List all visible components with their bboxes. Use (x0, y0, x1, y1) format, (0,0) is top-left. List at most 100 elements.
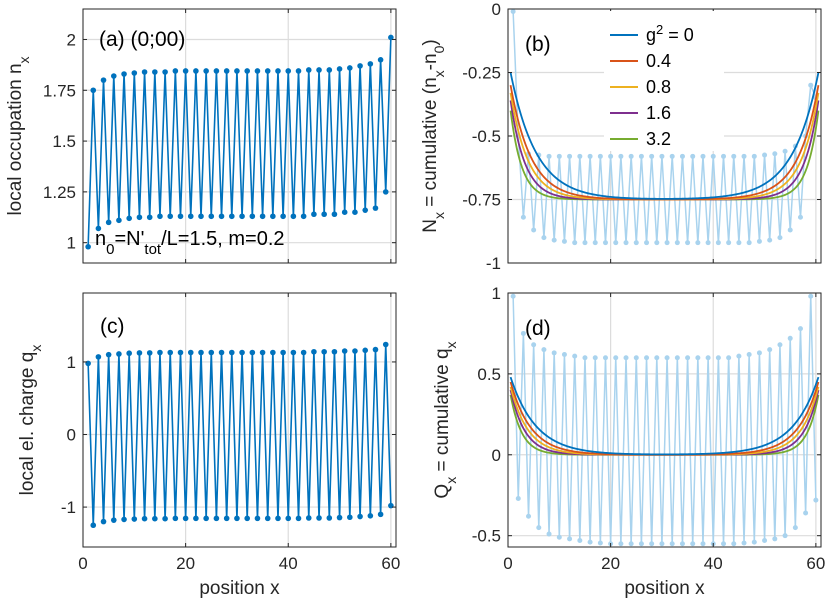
background-point (556, 534, 562, 540)
y-tick-label: 2 (67, 30, 76, 49)
background-point (654, 355, 660, 361)
data-point (270, 213, 276, 220)
data-point (146, 350, 153, 356)
y-tick-label: -0.5 (472, 527, 501, 546)
background-point (556, 153, 562, 159)
data-point (295, 68, 302, 74)
background-point (782, 148, 788, 154)
series-group (509, 293, 820, 547)
background-point (638, 541, 644, 547)
data-point (172, 68, 179, 74)
data-point (116, 217, 122, 224)
background-point (618, 153, 624, 159)
background-point (782, 533, 788, 539)
data-point (90, 522, 97, 529)
background-point (649, 153, 655, 159)
background-point (741, 540, 747, 546)
data-point (362, 347, 369, 354)
legend-entry: 1.6 (646, 103, 671, 123)
data-point (290, 213, 297, 220)
background-point (623, 240, 629, 246)
data-point (357, 63, 363, 69)
background-point (787, 227, 793, 233)
axes-frame (82, 8, 397, 264)
data-point (105, 219, 112, 226)
background-point (731, 153, 737, 159)
series-group (85, 341, 394, 529)
background-point (597, 540, 603, 546)
data-point (208, 349, 215, 356)
data-point (239, 213, 245, 220)
data-point (100, 77, 107, 83)
data-point (177, 213, 184, 220)
background-point (777, 235, 783, 241)
data-point (172, 515, 179, 522)
y-label-text: local occupation n (5, 63, 26, 215)
data-point (331, 348, 338, 355)
background-point (664, 240, 670, 246)
panel-c: 1 0 -1 0 20 40 60 position x (c) local el. charge… (17, 292, 400, 599)
data-point (234, 515, 240, 522)
data-point (326, 67, 333, 73)
y-label-text: ) (420, 39, 441, 45)
data-point (347, 514, 353, 521)
background-point (726, 240, 732, 246)
data-point (85, 360, 91, 367)
y-tick-label: 1.5 (52, 132, 76, 151)
data-point (162, 515, 168, 522)
annotation-text: =N' (114, 228, 144, 250)
data-point (367, 61, 374, 67)
data-point (290, 349, 297, 356)
data-point (264, 515, 271, 522)
legend-title-sup: 2 (656, 22, 663, 37)
data-point (157, 213, 163, 220)
data-point (285, 515, 292, 522)
background-point (731, 541, 737, 547)
panel-b-label: (b) (525, 33, 551, 56)
series-group (85, 34, 394, 250)
background-point (572, 240, 578, 246)
data-point (321, 211, 327, 218)
data-point (372, 205, 379, 211)
data-point (162, 69, 168, 75)
data-point (285, 68, 292, 74)
background-point (520, 214, 526, 220)
background-point (577, 153, 583, 159)
background-point (520, 330, 526, 336)
y-tick-label: 1 (67, 234, 76, 253)
background-point (736, 353, 742, 359)
data-point (182, 515, 189, 522)
background-point (644, 240, 650, 246)
x-tick-label: 20 (601, 554, 620, 573)
data-point (311, 348, 317, 355)
panel-b: 0 -0.25 -0.5 -0.75 -1 (b) g2 = 0 0.4 0.8 1.6 3.2 Nx… (420, 0, 822, 273)
data-point (326, 515, 333, 521)
data-point (388, 502, 394, 509)
data-point (95, 225, 102, 232)
y-axis-label: local occupation nx (5, 56, 32, 215)
background-point (715, 240, 721, 246)
background-point (541, 347, 547, 353)
data-point (187, 213, 194, 220)
background-point (546, 531, 552, 537)
data-point (295, 515, 302, 522)
data-point (377, 511, 384, 518)
data-point (167, 213, 174, 220)
y-axis-label: Nx = cumulative (nx-n0) (420, 39, 447, 232)
y-tick-label: -1 (61, 498, 76, 517)
y-axis-label: local el. charge qx (17, 345, 44, 496)
annotation-text: n (95, 228, 106, 250)
y-tick-label: 1 (492, 284, 501, 303)
data-point (131, 516, 138, 522)
background-point (649, 541, 655, 547)
background-point (618, 541, 624, 547)
y-tick-label: 0 (492, 0, 501, 19)
y-tick-label: 0.5 (477, 365, 501, 384)
background-point (685, 355, 691, 361)
background-point (592, 355, 598, 361)
background-point (751, 539, 757, 545)
legend-entry: g2 = 0 (646, 22, 694, 46)
background-point (638, 153, 644, 159)
data-point (321, 348, 327, 355)
data-point (110, 517, 117, 523)
